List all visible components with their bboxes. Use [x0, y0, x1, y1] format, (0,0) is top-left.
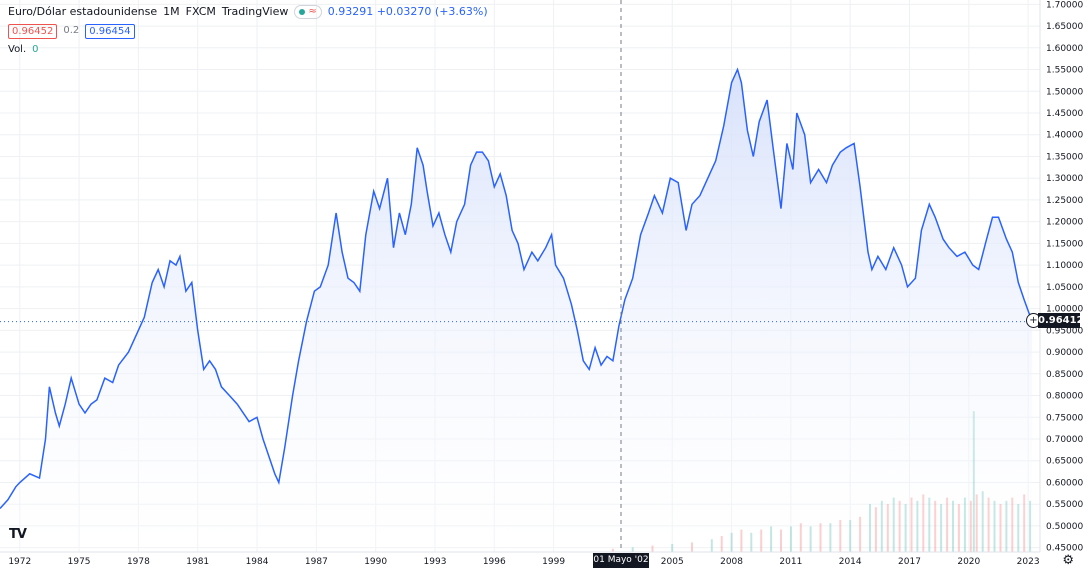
legend-title-row: Euro/Dólar estadounidense 1M FXCM Tradin…: [8, 4, 488, 20]
x-tick-label: 1987: [305, 557, 328, 567]
interval[interactable]: 1M: [163, 5, 180, 18]
x-tick-label: 1972: [8, 557, 31, 567]
y-tick-label: 0.60000: [1046, 478, 1083, 488]
y-tick-label: 1.35000: [1046, 152, 1083, 162]
tradingview-logo-icon[interactable]: TV: [9, 527, 27, 542]
x-tick-label: 1999: [542, 557, 565, 567]
y-tick-label: 1.15000: [1046, 239, 1083, 249]
y-tick-label: 1.20000: [1046, 218, 1083, 228]
volume-legend-row: Vol. 0: [8, 42, 488, 58]
volume-label: Vol.: [8, 44, 27, 55]
market-status-pill[interactable]: ≈: [294, 5, 322, 19]
y-tick-label: 0.85000: [1046, 370, 1083, 380]
y-tick-label: 0.80000: [1046, 392, 1083, 402]
y-tick-label: 0.65000: [1046, 457, 1083, 467]
x-tick-label: 1993: [424, 557, 447, 567]
symbol-name[interactable]: Euro/Dólar estadounidense: [8, 5, 158, 18]
y-tick-label: 1.45000: [1046, 109, 1083, 119]
x-tick-label: 2011: [779, 557, 802, 567]
y-tick-label: 0.70000: [1046, 435, 1083, 445]
y-tick-label: 1.30000: [1046, 174, 1083, 184]
volume-value: 0: [32, 44, 39, 55]
wave-icon: ≈: [308, 6, 317, 17]
x-tick-label: 1996: [483, 557, 506, 567]
x-tick-label: 1990: [364, 557, 387, 567]
y-tick-label: 0.55000: [1046, 500, 1083, 510]
y-tick-label: 1.05000: [1046, 283, 1083, 293]
x-tick-label: 1975: [68, 557, 91, 567]
y-tick-label: 0.50000: [1046, 522, 1083, 532]
y-tick-label: 1.65000: [1046, 22, 1083, 32]
y-tick-label: 1.00000: [1046, 305, 1083, 315]
x-tick-label: 1981: [186, 557, 209, 567]
data-source: TradingView: [221, 5, 289, 18]
y-tick-label: 0.90000: [1046, 348, 1083, 358]
y-tick-label: 0.95000: [1046, 326, 1083, 336]
y-tick-label: 0.75000: [1046, 413, 1083, 423]
spread-value: 0.2: [63, 25, 80, 36]
gear-icon[interactable]: ⚙: [1062, 553, 1074, 568]
y-tick-label: 1.60000: [1046, 44, 1083, 54]
y-tick-label: 1.25000: [1046, 196, 1083, 206]
exchange: FXCM: [185, 5, 216, 18]
price-area-fill: [0, 69, 1033, 552]
y-tick-label: 1.50000: [1046, 87, 1083, 97]
x-tick-label: 2017: [898, 557, 921, 567]
sell-button[interactable]: 0.96452: [8, 23, 58, 39]
price-line: [0, 67, 1033, 510]
market-open-icon: [299, 9, 306, 15]
crosshair-date-label: 01 Mayo '02: [593, 553, 649, 568]
x-axis[interactable]: 1972 1975 1978 1981 1984 1987 1990 1993 1996 1999…: [8, 557, 1039, 567]
y-tick-label: 1.70000: [1046, 0, 1083, 10]
buy-button[interactable]: 0.96454: [85, 23, 135, 39]
y-axis[interactable]: 1.70000 1.65000 1.60000 1.55000 1.50000 1.450…: [1046, 0, 1083, 553]
x-tick-label: 2014: [839, 557, 862, 567]
x-tick-label: 2005: [661, 557, 684, 567]
chart-legend: Euro/Dólar estadounidense 1M FXCM Tradin…: [8, 4, 488, 58]
x-tick-label: 2023: [1017, 557, 1040, 567]
x-tick-label: 1984: [246, 557, 269, 567]
x-tick-label: 2020: [957, 557, 980, 567]
bid-ask-row: 0.96452 0.2 0.96454: [8, 23, 488, 39]
y-tick-label: 1.40000: [1046, 131, 1083, 141]
x-tick-label: 2008: [720, 557, 743, 567]
y-tick-label: 1.10000: [1046, 261, 1083, 271]
y-tick-label: 0.45000: [1046, 544, 1083, 554]
current-price-label: 0.96412: [1038, 313, 1084, 328]
x-tick-label: 1978: [127, 557, 150, 567]
y-tick-label: 1.55000: [1046, 66, 1083, 76]
ohlc-values: 0.93291 +0.03270 (+3.63%): [327, 5, 488, 18]
